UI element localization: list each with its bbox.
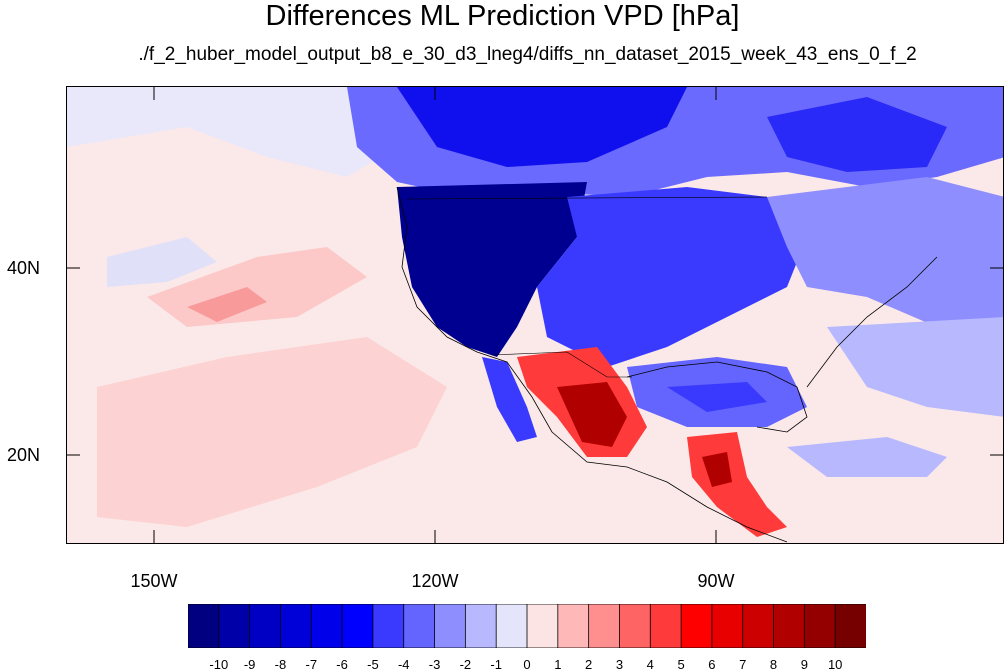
colorbar-swatch	[773, 604, 806, 648]
colorbar-swatch	[619, 604, 652, 648]
colorbar-swatch	[680, 604, 713, 648]
colorbar-tick-label: -10	[209, 657, 229, 672]
region-tropical-pacific	[97, 337, 447, 527]
colorbar-swatch	[495, 604, 528, 648]
colorbar-swatch	[557, 604, 590, 648]
colorbar-tick-label: 4	[646, 657, 654, 672]
lat-label-20n: 20N	[6, 445, 40, 465]
region-eastern-us	[767, 177, 1003, 327]
colorbar-tick-label: -3	[428, 657, 441, 672]
lon-label-120w: 120W	[411, 571, 459, 591]
colorbar-swatch	[280, 604, 313, 648]
colorbar-swatch	[588, 604, 621, 648]
colorbar-tick-label: -7	[305, 657, 318, 672]
colorbar-swatch	[434, 604, 467, 648]
us-mexico-border	[491, 351, 632, 378]
colorbar-swatch	[834, 604, 866, 648]
region-hudson-bay	[767, 97, 947, 172]
colorbar-tick-label: 7	[739, 657, 747, 672]
region-pacific-red-streak	[187, 287, 267, 322]
colorbar-tick-label: 2	[585, 657, 593, 672]
colorbar-swatch	[341, 604, 374, 648]
lon-label-90w: 90W	[697, 571, 735, 591]
pacific-coastline	[396, 186, 788, 543]
colorbar	[188, 604, 866, 648]
region-guatemala	[702, 452, 732, 487]
map-panel	[66, 86, 1004, 544]
colorbar-tick-label: 9	[800, 657, 808, 672]
colorbar-tick-label: -1	[490, 657, 502, 672]
lon-label-150w: 150W	[130, 571, 178, 591]
colorbar-tick-label: 5	[677, 657, 685, 672]
us-canada-border	[406, 196, 768, 200]
lat-label-40n: 40N	[6, 258, 40, 278]
colorbar-swatch	[218, 604, 251, 648]
colorbar-swatch	[403, 604, 436, 648]
colorbar-swatch	[711, 604, 744, 648]
colorbar-tick-label: 3	[615, 657, 624, 672]
colorbar-tick-label: -9	[243, 657, 256, 672]
gulf-coastline	[626, 361, 808, 433]
map-subtitle: ./f_2_huber_model_output_b8_e_30_d3_lneg…	[138, 44, 917, 65]
colorbar-tick-label: 0	[523, 657, 531, 672]
colorbar-tick-label: -8	[274, 657, 287, 672]
colorbar-swatch	[310, 604, 343, 648]
colorbar-swatch	[249, 604, 282, 648]
colorbar-swatch	[372, 604, 405, 648]
region-pacific-blue-patch	[107, 237, 217, 287]
colorbar-swatch	[188, 604, 220, 648]
colorbar-swatch	[803, 604, 837, 648]
colorbar-tick-label: -2	[459, 657, 472, 672]
region-baja-coast	[482, 357, 537, 442]
region-western-us	[397, 182, 587, 357]
colorbar-tick-label: 8	[769, 657, 778, 672]
colorbar-tick-label: -5	[367, 657, 379, 672]
colorbar-tick-label: 6	[708, 657, 716, 672]
region-central-mexico	[557, 382, 627, 447]
colorbar-tick-label: -4	[397, 657, 410, 672]
colorbar-swatch	[526, 604, 559, 648]
region-western-atlantic	[827, 317, 1003, 417]
map-title: Differences ML Prediction VPD [hPa]	[265, 0, 740, 32]
atlantic-coastline	[806, 256, 938, 388]
vpd-difference-field	[67, 87, 1003, 543]
colorbar-tick-label: 1	[554, 657, 562, 672]
colorbar-swatch	[649, 604, 682, 648]
colorbar-swatch	[464, 604, 498, 648]
region-northwest-pacific	[67, 87, 407, 177]
region-gulf-core	[667, 382, 767, 412]
region-caribbean	[787, 437, 947, 477]
colorbar-labels: -10 -9 -8 -7 -6 -5 -4 -3 -2 -1 0 1 2 3 4 5 6 7 8 9 10	[188, 657, 866, 672]
region-canada-core	[397, 87, 687, 167]
colorbar-tick-label: 10	[827, 657, 843, 672]
region-great-plains	[537, 187, 807, 367]
colorbar-tick-label: -6	[336, 657, 348, 672]
colorbar-swatch	[742, 604, 775, 648]
